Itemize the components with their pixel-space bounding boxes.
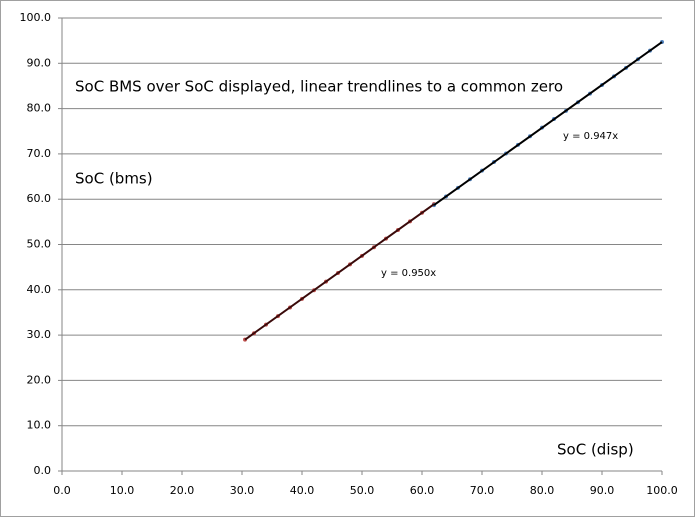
x-tick-label: 60.0	[410, 484, 435, 497]
title: SoC BMS over SoC displayed, linear trend…	[75, 78, 563, 96]
y-tick-label: 20.0	[27, 373, 52, 386]
x-tick-label: 20.0	[170, 484, 195, 497]
trendline-label: y = 0.950x	[381, 268, 436, 279]
x-tick-label: 10.0	[110, 484, 135, 497]
marks	[243, 40, 664, 342]
x-tick-label: 100.0	[646, 484, 678, 497]
y-tick-label: 30.0	[27, 328, 52, 341]
y-tick-label: 50.0	[27, 238, 52, 251]
x-tick-label: 0.0	[53, 484, 71, 497]
y-tick-label: 100.0	[20, 11, 52, 24]
x-tick-label: 50.0	[350, 484, 375, 497]
grid: 0.0 10.0 20.0 30.0 40.0 50.0 60.0 70.0 80.0 90.0 1…	[20, 11, 678, 497]
x-tick-label: 90.0	[590, 484, 615, 497]
trendline	[244, 203, 435, 341]
y-tick-label: 80.0	[27, 102, 52, 115]
y-tick-label: 70.0	[27, 147, 52, 160]
x-tick-label: 40.0	[290, 484, 315, 497]
y-tick-label: 90.0	[27, 56, 52, 69]
trendline	[433, 41, 663, 206]
y-tick-label: 10.0	[27, 419, 52, 432]
x-axis-label: SoC (disp)	[557, 441, 634, 459]
y-tick-label: 60.0	[27, 192, 52, 205]
y-axis-label: SoC (bms)	[75, 170, 153, 188]
trendline-label: y = 0.947x	[563, 131, 618, 142]
y-tick-label: 0.0	[34, 464, 52, 477]
x-tick-label: 70.0	[470, 484, 495, 497]
y-tick-label: 40.0	[27, 283, 52, 296]
x-tick-label: 80.0	[530, 484, 555, 497]
x-tick-label: 30.0	[230, 484, 255, 497]
